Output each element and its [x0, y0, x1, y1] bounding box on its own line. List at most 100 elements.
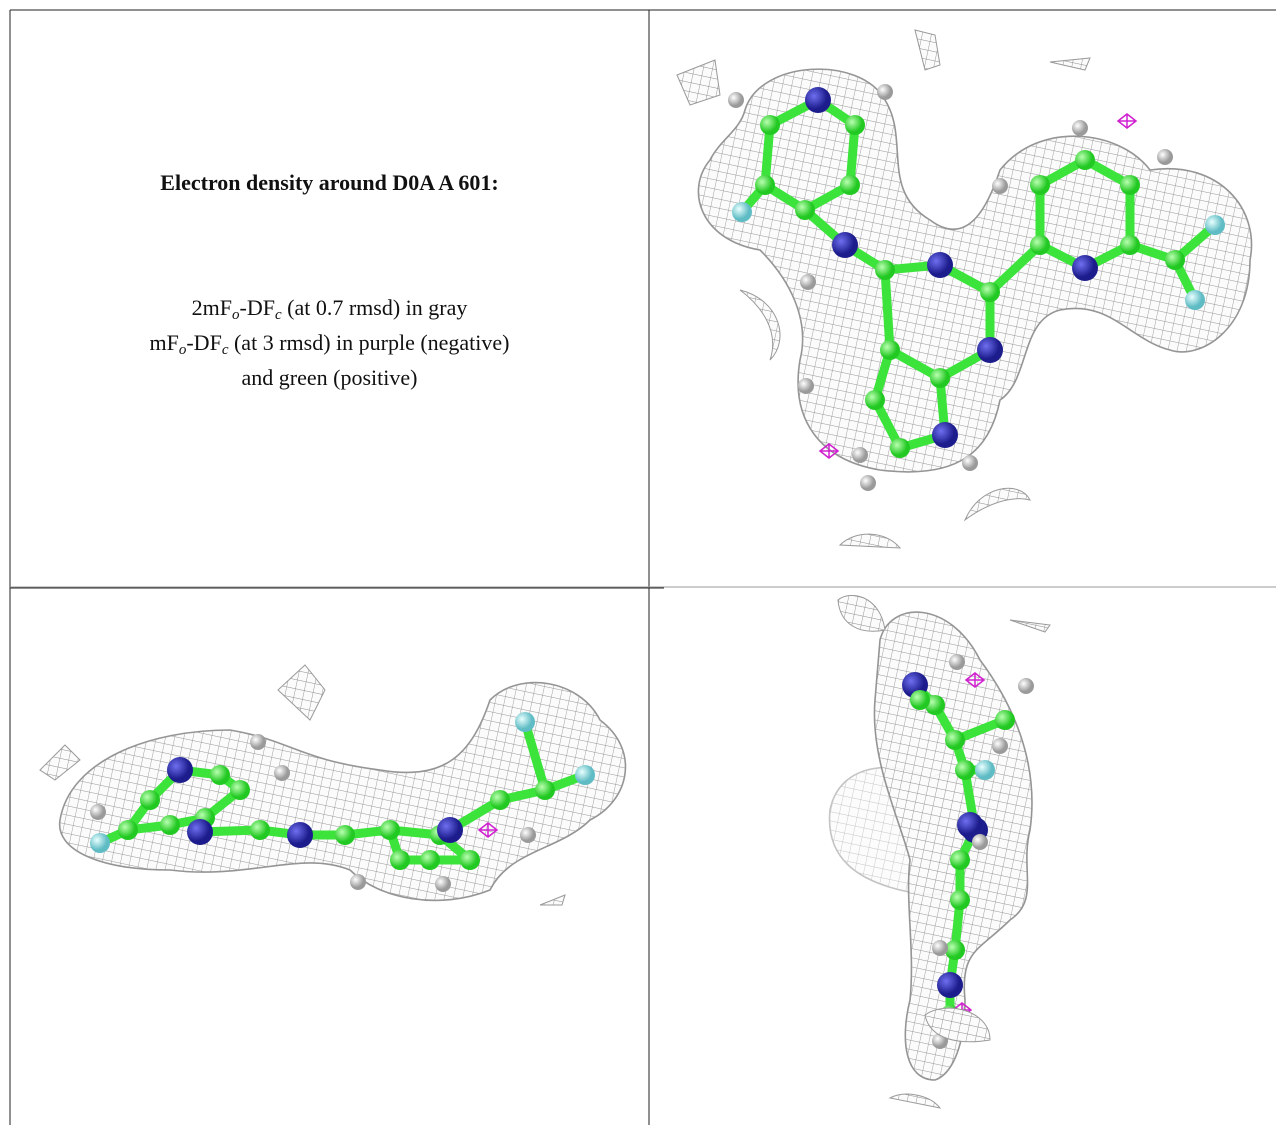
- atom: [852, 447, 868, 463]
- atom: [865, 390, 885, 410]
- atom: [520, 827, 536, 843]
- density-mesh: [58, 681, 627, 902]
- bond: [880, 265, 895, 355]
- atom: [1030, 235, 1050, 255]
- atom: [962, 455, 978, 471]
- atom: [250, 820, 270, 840]
- atom: [90, 804, 106, 820]
- atom: [875, 260, 895, 280]
- atom: [1075, 150, 1095, 170]
- atom: [975, 760, 995, 780]
- mesh-fragment: [914, 29, 941, 71]
- atom: [1120, 175, 1140, 195]
- atom: [435, 876, 451, 892]
- mesh-fragment: [838, 533, 902, 549]
- density-renders: [39, 29, 1253, 1109]
- atom: [1018, 678, 1034, 694]
- mesh-fragment: [837, 594, 886, 632]
- atom: [1072, 255, 1098, 281]
- caption-cell: Electron density around D0A A 601: 2mFo-…: [10, 10, 649, 587]
- text: 2mF: [191, 295, 232, 320]
- mesh-fragment: [1049, 57, 1091, 71]
- atom: [945, 730, 965, 750]
- atom: [860, 475, 876, 491]
- atom: [350, 874, 366, 890]
- mesh-fragment: [924, 1007, 991, 1043]
- atom: [980, 282, 1000, 302]
- atom: [1157, 149, 1173, 165]
- atom: [140, 790, 160, 810]
- atom: [1072, 120, 1088, 136]
- negative-density: [477, 822, 499, 838]
- atom: [250, 734, 266, 750]
- atom: [728, 92, 744, 108]
- atom: [380, 820, 400, 840]
- text: mF: [149, 330, 179, 355]
- atom: [880, 340, 900, 360]
- caption-line: mFo-DFc (at 3 rmsd) in purple (negative): [10, 325, 649, 360]
- atom: [955, 760, 975, 780]
- negative-density: [964, 672, 986, 688]
- subscript: c: [274, 307, 282, 323]
- atom: [890, 438, 910, 458]
- mesh-fragment: [963, 487, 1031, 522]
- atom: [287, 822, 313, 848]
- subscript: o: [178, 342, 187, 358]
- negative-density: [1116, 113, 1138, 129]
- atom: [845, 115, 865, 135]
- atom: [230, 780, 250, 800]
- atom: [437, 817, 463, 843]
- text: (at 3 rmsd) in purple (negative): [228, 330, 510, 355]
- text: -DF: [186, 330, 222, 355]
- atom: [932, 422, 958, 448]
- atom: [950, 850, 970, 870]
- atom: [755, 175, 775, 195]
- atom: [535, 780, 555, 800]
- mesh-fragment: [39, 744, 81, 781]
- atom: [1185, 290, 1205, 310]
- subscript: c: [221, 342, 229, 358]
- bond: [520, 717, 550, 795]
- atom: [877, 84, 893, 100]
- atom: [798, 378, 814, 394]
- atom: [957, 812, 983, 838]
- atom: [118, 820, 138, 840]
- atom: [800, 274, 816, 290]
- atom: [390, 850, 410, 870]
- atom: [910, 690, 930, 710]
- atom: [187, 819, 213, 845]
- atom: [795, 200, 815, 220]
- atom: [90, 833, 110, 853]
- mesh-fragment: [739, 289, 781, 361]
- atom: [992, 738, 1008, 754]
- atom: [515, 712, 535, 732]
- atom: [972, 834, 988, 850]
- caption-title: Electron density around D0A A 601:: [160, 170, 499, 195]
- negative-density: [818, 443, 840, 459]
- bond: [985, 240, 1045, 297]
- atom: [490, 790, 510, 810]
- atom: [937, 972, 963, 998]
- text: (at 0.7 rmsd) in gray: [281, 295, 468, 320]
- text: -DF: [239, 295, 275, 320]
- atom: [335, 825, 355, 845]
- atom: [1030, 175, 1050, 195]
- bond: [845, 120, 860, 190]
- atom: [949, 654, 965, 670]
- atom: [1205, 215, 1225, 235]
- atom: [930, 368, 950, 388]
- subscript: o: [232, 307, 240, 323]
- atom: [992, 178, 1008, 194]
- atom: [460, 850, 480, 870]
- atom: [167, 757, 193, 783]
- mesh-fragment: [1009, 619, 1051, 633]
- caption-line: 2mFo-DFc (at 0.7 rmsd) in gray: [10, 290, 649, 325]
- bond: [760, 120, 775, 190]
- atom: [840, 175, 860, 195]
- caption-line: and green (positive): [10, 360, 649, 395]
- mesh-fragment: [277, 664, 326, 721]
- mesh-fragment: [539, 894, 566, 906]
- text: and green (positive): [241, 365, 418, 390]
